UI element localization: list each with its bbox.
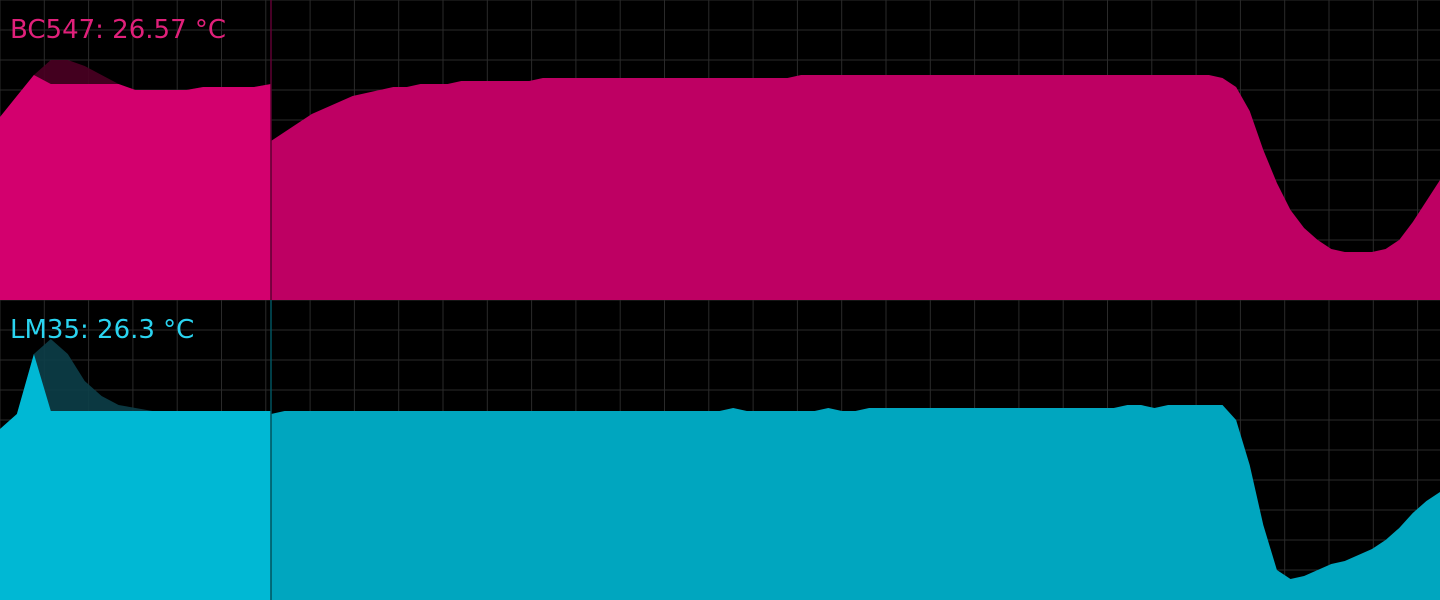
bc547-graph-panel: BC547: 26.57 °C <box>0 0 1440 300</box>
bc547-graph <box>0 0 1440 300</box>
lm35-history-area <box>271 405 1440 600</box>
lm35-temperature-readout: LM35: 26.3 °C <box>10 315 195 345</box>
bc547-recent-area <box>0 75 271 300</box>
bc547-temperature-readout: BC547: 26.57 °C <box>10 15 227 45</box>
bc547-history-area <box>271 75 1440 300</box>
lm35-graph <box>0 300 1440 600</box>
lm35-graph-panel: LM35: 26.3 °C <box>0 300 1440 600</box>
lm35-recent-area <box>0 354 271 600</box>
